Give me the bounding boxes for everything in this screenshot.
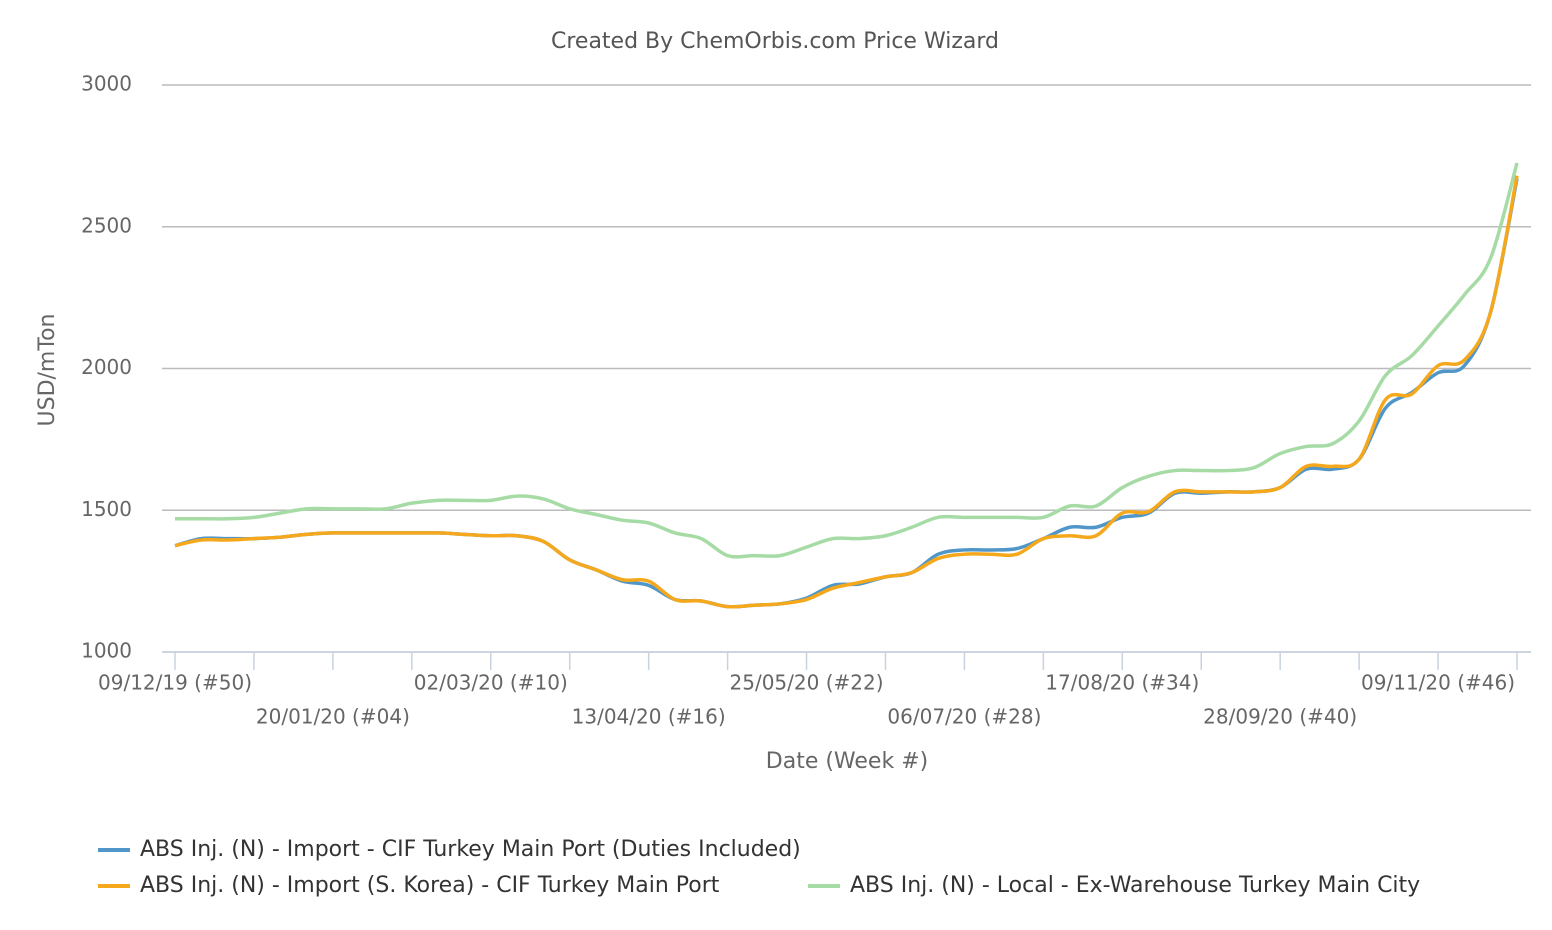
x-tick-label: 17/08/20 (#34) [1045, 671, 1199, 695]
series-line [174, 175, 1519, 609]
x-tick-label: 28/09/20 (#40) [1203, 705, 1357, 729]
legend-label: ABS Inj. (N) - Import - CIF Turkey Main … [140, 837, 801, 862]
y-tick-label: 3000 [81, 72, 132, 96]
x-tick-label: 06/07/20 (#28) [887, 705, 1041, 729]
legend-label: ABS Inj. (N) - Import (S. Korea) - CIF T… [140, 873, 720, 898]
x-tick-label: 20/01/20 (#04) [256, 705, 410, 729]
y-tick-label: 1500 [81, 497, 132, 521]
x-tick-label: 13/04/20 (#16) [572, 705, 726, 729]
x-tick-label: 02/03/20 (#10) [414, 671, 568, 695]
x-tick-label: 09/12/19 (#50) [98, 671, 252, 695]
y-axis-label: USD/mTon [35, 314, 60, 427]
series-line [174, 178, 1519, 609]
x-tick-label: 25/05/20 (#22) [730, 671, 884, 695]
x-tick-label: 09/11/20 (#46) [1361, 671, 1515, 695]
y-tick-label: 2500 [81, 213, 132, 237]
series-line [174, 162, 1519, 559]
legend-label: ABS Inj. (N) - Local - Ex-Warehouse Turk… [850, 873, 1420, 898]
chart-title: Created By ChemOrbis.com Price Wizard [551, 29, 999, 54]
x-axis-label: Date (Week #) [766, 749, 928, 774]
y-tick-label: 1000 [81, 639, 132, 663]
y-tick-label: 2000 [81, 355, 132, 379]
